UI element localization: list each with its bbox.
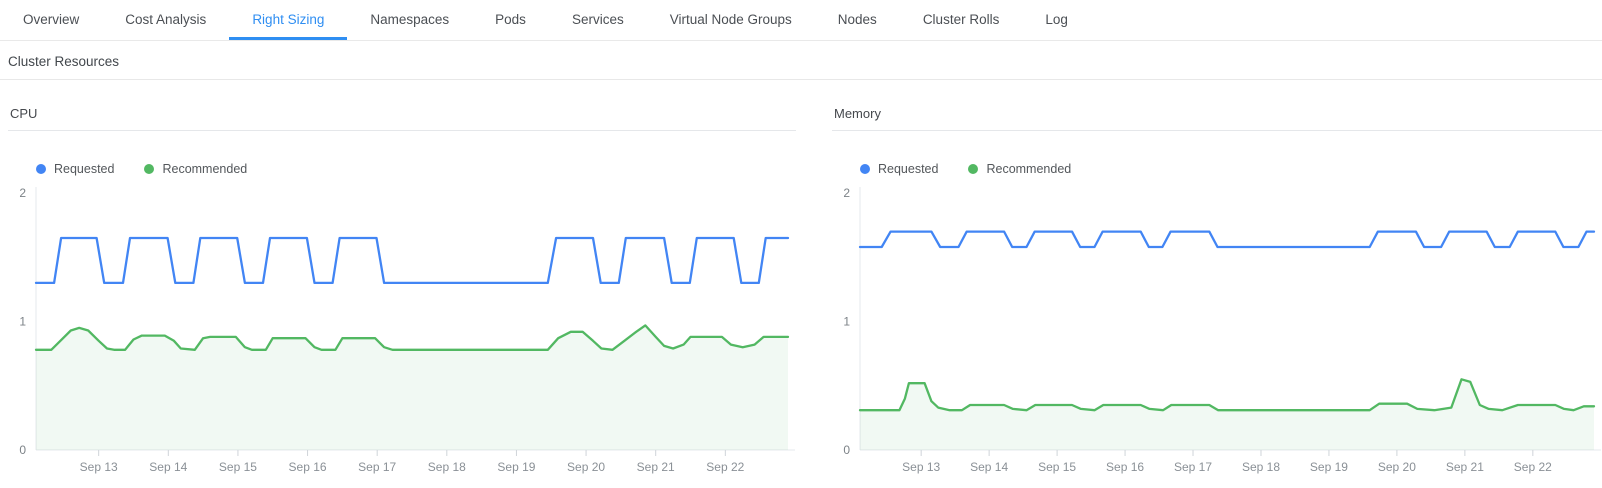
section-title: Cluster Resources	[0, 41, 1602, 80]
x-tick-label: Sep 21	[637, 460, 675, 474]
x-tick-label: Sep 19	[1310, 460, 1348, 474]
x-tick-label: Sep 14	[970, 460, 1008, 474]
y-tick-label: 1	[843, 315, 850, 329]
legend-label-requested: Requested	[54, 162, 115, 176]
legend-item-requested[interactable]: Requested	[36, 162, 114, 176]
requested-line	[34, 236, 790, 285]
x-tick-label: Sep 16	[1106, 460, 1144, 474]
y-tick-label: 2	[843, 186, 850, 200]
x-tick-label: Sep 18	[428, 460, 466, 474]
x-tick-label: Sep 15	[1038, 460, 1076, 474]
recommended-dot-icon	[968, 164, 979, 174]
recommended-area	[36, 325, 788, 450]
tab-cost-analysis[interactable]: Cost Analysis	[125, 12, 207, 27]
x-tick-label: Sep 22	[1514, 460, 1552, 474]
y-tick-label: 2	[19, 186, 26, 200]
tab-cluster-rolls[interactable]: Cluster Rolls	[922, 12, 1000, 27]
tab-virtual-node-groups[interactable]: Virtual Node Groups	[669, 12, 792, 27]
x-tick-label: Sep 18	[1242, 460, 1280, 474]
memory-chart-title: Memory	[832, 104, 1602, 131]
x-tick-label: Sep 17	[358, 460, 396, 474]
tab-nodes[interactable]: Nodes	[837, 12, 877, 27]
y-tick-label: 1	[19, 315, 26, 329]
tab-right-sizing[interactable]: Right Sizing	[229, 0, 348, 40]
cpu-chart-title: CPU	[8, 104, 796, 131]
legend-label-recommended: Recommended	[986, 162, 1072, 176]
legend-item-recommended[interactable]: Recommended	[144, 162, 247, 176]
legend-label-requested: Requested	[878, 162, 939, 176]
legend-item-requested[interactable]: Requested	[860, 162, 938, 176]
cpu-chart: 0 1 2 Sep 13 Sep 14 Sep 15 Sep 16 Sep 17 Sep 18 S…	[19, 186, 795, 474]
x-tick-label: Sep 20	[567, 460, 605, 474]
x-tick-label: Sep 17	[1174, 460, 1212, 474]
y-tick-label: 0	[19, 443, 26, 457]
charts-row: CPU Requested Recommended 0 1 2 Sep 13 Sep 1…	[0, 104, 1602, 481]
memory-chart: 0 1 2 Sep 13 Sep 14 Sep 15 Sep 16 Sep 17 Sep 18 S…	[843, 186, 1601, 474]
memory-legend: Requested Recommended	[860, 161, 1602, 177]
x-tick-label: Sep 22	[706, 460, 744, 474]
tab-pods[interactable]: Pods	[495, 12, 526, 27]
x-tick-label: Sep 16	[289, 460, 327, 474]
recommended-line	[858, 378, 1596, 412]
cpu-legend: Requested Recommended	[36, 161, 796, 177]
cpu-chart-panel: CPU Requested Recommended 0 1 2 Sep 13 Sep 1…	[8, 104, 796, 481]
recommended-area	[860, 379, 1594, 450]
x-tick-label: Sep 15	[219, 460, 257, 474]
legend-label-recommended: Recommended	[162, 162, 248, 176]
tab-services[interactable]: Services	[571, 12, 624, 27]
x-tick-label: Sep 19	[497, 460, 535, 474]
x-tick-label: Sep 13	[902, 460, 940, 474]
tab-namespaces[interactable]: Namespaces	[370, 12, 450, 27]
tab-log[interactable]: Log	[1045, 12, 1068, 27]
tab-overview[interactable]: Overview	[23, 12, 80, 27]
x-tick-label: Sep 20	[1378, 460, 1416, 474]
requested-line	[858, 230, 1596, 249]
recommended-dot-icon	[144, 164, 155, 174]
requested-dot-icon	[36, 164, 46, 174]
recommended-line	[34, 324, 790, 351]
tab-bar: Overview Cost Analysis Right Sizing Namespa…	[0, 0, 1602, 41]
x-tick-label: Sep 13	[80, 460, 118, 474]
memory-chart-panel: Memory Requested Recommended 0 1 2 Sep 13 Se…	[832, 104, 1602, 481]
x-tick-label: Sep 21	[1446, 460, 1484, 474]
y-tick-label: 0	[843, 443, 850, 457]
legend-item-recommended[interactable]: Recommended	[968, 162, 1071, 176]
requested-dot-icon	[860, 164, 870, 174]
x-tick-label: Sep 14	[149, 460, 187, 474]
